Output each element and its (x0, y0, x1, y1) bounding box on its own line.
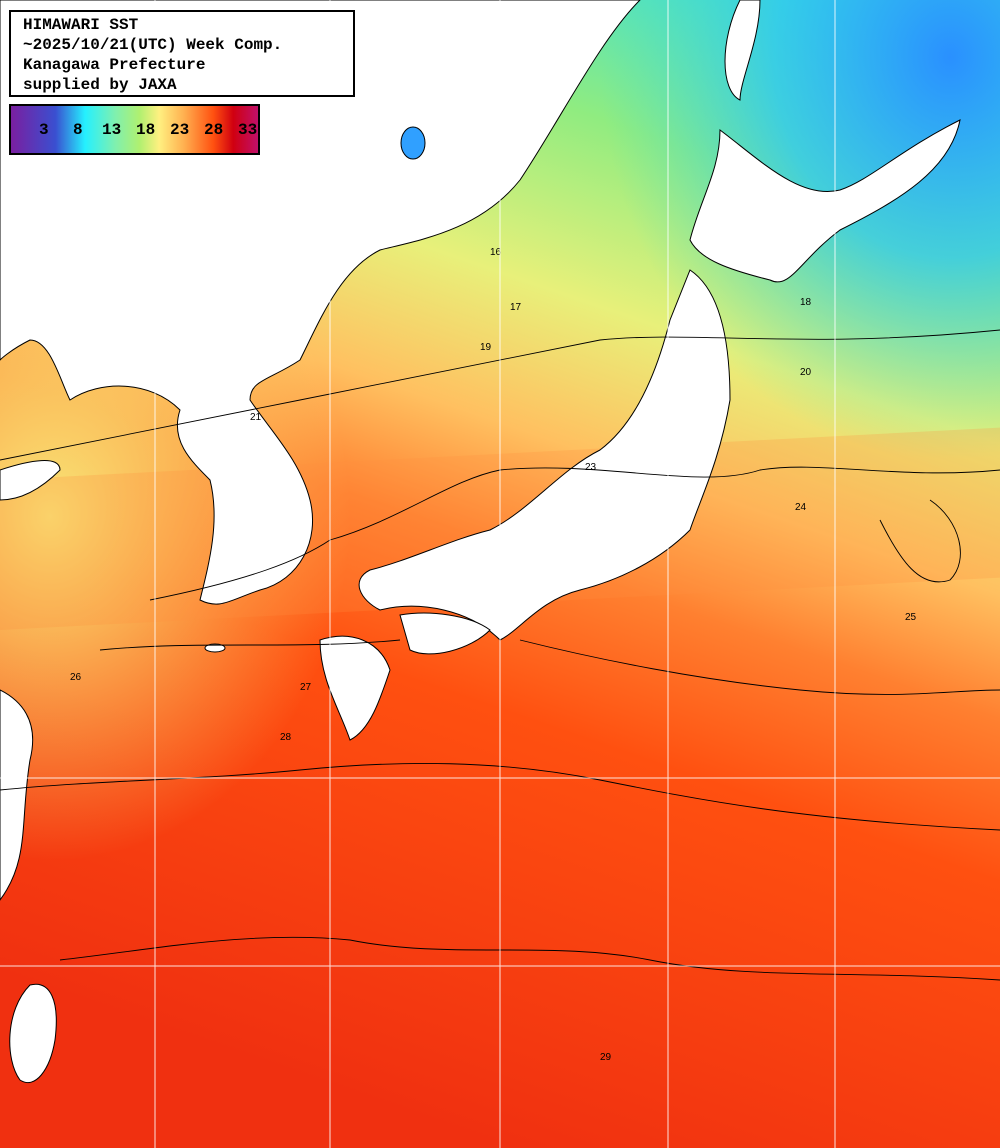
legend-tick: 33 (238, 121, 258, 139)
land-hokkaido (689, 119, 961, 283)
legend-tick: 23 (170, 121, 190, 139)
legend-tick: 18 (136, 121, 156, 139)
contour-label: 24 (795, 502, 807, 513)
title-region: Kanagawa Prefecture (23, 56, 206, 74)
contour-line (879, 499, 961, 583)
contour-label: 18 (800, 297, 812, 308)
contour-labels: 16 17 18 19 20 21 23 24 25 26 27 28 29 (70, 247, 917, 1063)
contour-label: 19 (480, 342, 492, 353)
contour-label: 26 (70, 672, 82, 683)
contour-line (0, 329, 1000, 461)
land-sakhalin (724, 0, 761, 101)
contour-label: 16 (490, 247, 502, 258)
contour-line (149, 466, 1000, 601)
contour-label: 23 (585, 462, 597, 473)
contours (0, 329, 1000, 981)
land-island (400, 126, 426, 160)
legend-tick: 3 (39, 121, 49, 139)
land-china-south (0, 689, 34, 901)
legend-tick: 13 (102, 121, 122, 139)
contour-line (99, 639, 1000, 695)
title-credit: supplied by JAXA (23, 76, 177, 94)
title-line: HIMAWARI SST (23, 16, 139, 34)
land-island (204, 643, 226, 653)
legend-tick: 28 (204, 121, 224, 139)
title-box: HIMAWARI SST ~2025/10/21(UTC) Week Comp.… (9, 10, 355, 97)
contour-label: 17 (510, 302, 522, 313)
contour-label: 25 (905, 612, 917, 623)
contour-label: 20 (800, 367, 812, 378)
land-shikoku (399, 612, 491, 655)
land-china-coast (0, 460, 61, 501)
contour-line (0, 763, 1000, 831)
contour-label: 27 (300, 682, 312, 693)
contour-label: 28 (280, 732, 292, 743)
contour-label: 21 (250, 412, 262, 423)
title-date: ~2025/10/21(UTC) Week Comp. (23, 36, 283, 54)
color-scale-legend: 3 8 13 18 23 28 33 (9, 104, 260, 155)
legend-tick: 8 (73, 121, 83, 139)
land-honshu (358, 269, 731, 641)
land-taiwan (9, 983, 57, 1083)
contour-line (59, 936, 1000, 981)
contour-label: 29 (600, 1052, 612, 1063)
